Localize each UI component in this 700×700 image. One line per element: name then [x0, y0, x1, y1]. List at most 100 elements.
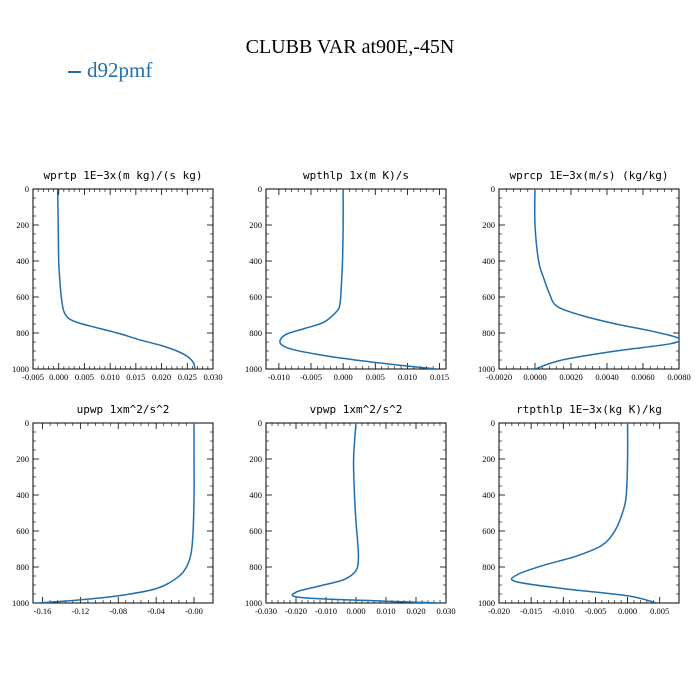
series-line-d92pmf [510, 423, 657, 603]
x-tick-label: 0.025 [178, 372, 197, 382]
y-tick-label: 600 [482, 292, 495, 302]
x-tick-label: -0.005 [584, 606, 606, 616]
y-tick-label: 800 [16, 328, 29, 338]
x-tick-label: 0.000 [346, 606, 365, 616]
subplot-1: wprtp 1E−3x(m kg)/(s kg) -0.005 0.000 0.005… [12, 169, 223, 382]
series-line-d92pmf [56, 189, 196, 369]
y-tick-label: 1000 [245, 364, 262, 374]
y-tick-label: 1000 [12, 598, 29, 608]
y-tick-label: 400 [249, 490, 262, 500]
y-tick-label: 600 [249, 526, 262, 536]
x-tick-label: -0.020 [488, 606, 510, 616]
x-tick-label: 0.0060 [631, 372, 654, 382]
y-tick-label: 400 [16, 256, 29, 266]
y-tick-label: 800 [482, 562, 495, 572]
y-tick-label: 1000 [245, 598, 262, 608]
y-tick-label: 400 [16, 490, 29, 500]
x-tick-label: -0.015 [520, 606, 542, 616]
plot-frame [498, 188, 680, 370]
x-tick-label: -0.010 [268, 372, 290, 382]
x-tick-label: -0.00 [185, 606, 203, 616]
x-tick-label: 0.000 [618, 606, 637, 616]
y-tick-label: 200 [249, 220, 262, 230]
x-tick-label: 0.015 [430, 372, 449, 382]
x-tick-label: 0.0080 [667, 372, 690, 382]
subplot-title: rtpthlp 1E−3x(kg K)/kg [516, 403, 662, 416]
y-tick-label: 800 [249, 562, 262, 572]
x-tick-label: -0.005 [300, 372, 322, 382]
y-tick-label: 0 [25, 184, 29, 194]
plot-frame [498, 422, 680, 604]
y-tick-label: 200 [249, 454, 262, 464]
y-tick-label: 800 [16, 562, 29, 572]
x-tick-label: -0.010 [552, 606, 574, 616]
x-tick-label: 0.020 [406, 606, 425, 616]
subplot-title: wprcp 1E−3x(m/s) (kg/kg) [510, 169, 669, 182]
subplot-title: wprtp 1E−3x(m kg)/(s kg) [44, 169, 203, 182]
y-tick-label: 800 [482, 328, 495, 338]
legend-series-name: d92pmf [87, 58, 153, 82]
y-tick-label: 200 [16, 220, 29, 230]
page-title: CLUBB VAR at90E,-45N [245, 36, 455, 58]
x-tick-label: -0.08 [109, 606, 127, 616]
series-line-d92pmf [37, 423, 195, 603]
x-tick-label: -0.16 [34, 606, 52, 616]
series-line-d92pmf [291, 423, 441, 603]
y-tick-label: 0 [491, 418, 495, 428]
x-tick-label: -0.030 [255, 606, 277, 616]
y-tick-label: 200 [16, 454, 29, 464]
x-tick-label: -0.020 [285, 606, 307, 616]
y-tick-label: 1000 [478, 364, 495, 374]
x-tick-label: -0.010 [315, 606, 337, 616]
series-line-d92pmf [279, 189, 437, 369]
y-tick-label: 0 [491, 184, 495, 194]
subplot-title: upwp 1xm^2/s^2 [77, 403, 170, 416]
y-tick-label: 400 [482, 256, 495, 266]
x-tick-label: 0.005 [366, 372, 385, 382]
x-tick-label: 0.000 [49, 372, 68, 382]
y-tick-label: 600 [249, 292, 262, 302]
x-tick-label: 0.015 [126, 372, 145, 382]
y-tick-label: 600 [16, 526, 29, 536]
y-tick-label: 600 [482, 526, 495, 536]
x-tick-label: 0.005 [650, 606, 669, 616]
x-tick-label: 0.0020 [559, 372, 582, 382]
x-tick-label: 0.010 [398, 372, 417, 382]
plot-frame [32, 422, 214, 604]
subplot-6: rtpthlp 1E−3x(kg K)/kg -0.020 -0.015 -0.010… [478, 403, 680, 616]
x-tick-label: -0.12 [72, 606, 90, 616]
y-tick-label: 200 [482, 454, 495, 464]
legend: d92pmf [68, 58, 152, 83]
x-tick-label: -0.0020 [486, 372, 512, 382]
legend-line-swatch [68, 71, 81, 74]
x-tick-label: 0.000 [334, 372, 353, 382]
x-tick-label: 0.030 [203, 372, 222, 382]
y-tick-label: 200 [482, 220, 495, 230]
subplot-3: wprcp 1E−3x(m/s) (kg/kg) -0.0020 0.0000 0.0… [478, 169, 691, 382]
y-tick-label: 400 [249, 256, 262, 266]
subplot-title: vpwp 1xm^2/s^2 [310, 403, 403, 416]
y-tick-label: 400 [482, 490, 495, 500]
subplot-2: wpthlp 1x(m K)/s -0.010 -0.005 0.000 0.005 0.… [245, 169, 449, 382]
x-tick-label: 0.0040 [595, 372, 618, 382]
subplot-title: wpthlp 1x(m K)/s [303, 169, 409, 182]
y-tick-label: 600 [16, 292, 29, 302]
x-tick-label: 0.030 [436, 606, 455, 616]
y-tick-label: 800 [249, 328, 262, 338]
subplot-5: vpwp 1xm^2/s^2 -0.030 -0.020 -0.010 0.000 0.0… [245, 403, 456, 616]
x-tick-label: -0.005 [22, 372, 44, 382]
x-tick-label: 0.010 [376, 606, 395, 616]
x-tick-label: -0.04 [147, 606, 165, 616]
series-line-d92pmf [533, 189, 679, 369]
x-tick-label: 0.0000 [523, 372, 546, 382]
x-tick-label: 0.020 [152, 372, 171, 382]
y-tick-label: 0 [25, 418, 29, 428]
x-tick-label: 0.005 [75, 372, 94, 382]
y-tick-label: 0 [258, 418, 262, 428]
y-tick-label: 1000 [478, 598, 495, 608]
y-tick-label: 1000 [12, 364, 29, 374]
subplot-4: upwp 1xm^2/s^2 -0.16 -0.12 -0.08 -0.04 -0.00 0… [12, 403, 214, 616]
y-tick-label: 0 [258, 184, 262, 194]
x-tick-label: 0.010 [101, 372, 120, 382]
